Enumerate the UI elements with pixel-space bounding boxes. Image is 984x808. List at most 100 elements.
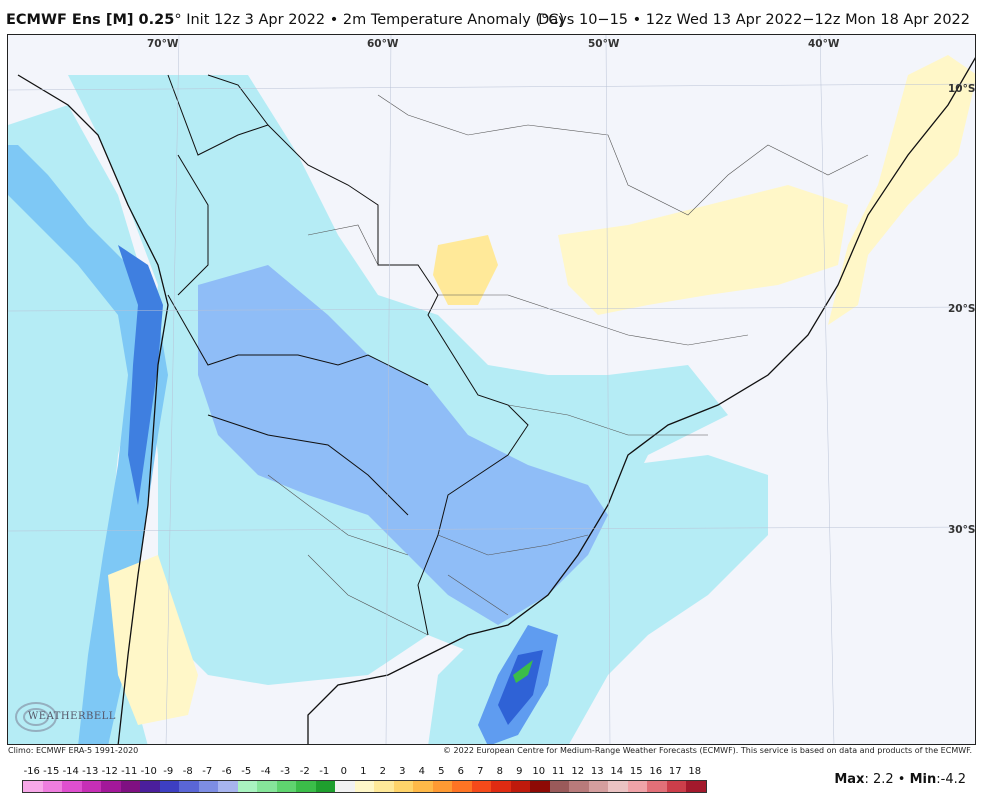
min-label: Min	[909, 772, 937, 787]
colorbar-swatch	[647, 781, 667, 792]
colorbar-swatch	[374, 781, 394, 792]
colorbar-tick-label: -15	[43, 766, 60, 777]
colorbar-tick-label: 13	[590, 766, 604, 777]
lon-label: 60°W	[367, 38, 399, 50]
warm-anomaly-interior	[558, 185, 848, 315]
colorbar-swatch	[315, 781, 335, 792]
colorbar-tick-label: -12	[101, 766, 118, 777]
ecmwf-copyright: © 2022 European Centre for Medium-Range …	[443, 746, 972, 755]
colorbar-tick-label: 17	[668, 766, 682, 777]
colorbar-swatch	[140, 781, 160, 792]
lon-label: 70°W	[147, 38, 179, 50]
stats-separator: •	[893, 772, 910, 787]
lat-label: 20°S	[948, 303, 976, 315]
colorbar-swatch	[393, 781, 413, 792]
colorbar-tick-label: 6	[457, 766, 464, 777]
colorbar-tick-label: -13	[82, 766, 99, 777]
coastline	[17, 57, 975, 744]
colorbar-swatch	[335, 781, 355, 792]
colorbar-swatch	[354, 781, 374, 792]
lon-label: 50°W	[588, 38, 620, 50]
colorbar-tick-label: 8	[496, 766, 503, 777]
negative-minimum-green	[513, 660, 533, 683]
colorbar-swatch	[627, 781, 647, 792]
colorbar-swatch	[81, 781, 101, 792]
colorbar-swatch	[588, 781, 608, 792]
colorbar-tick-label: -9	[163, 766, 174, 777]
colorbar-tick-label: 9	[516, 766, 523, 777]
colorbar-swatch	[491, 781, 511, 792]
colorbar-tick-label: 15	[629, 766, 643, 777]
colorbar-tick-label: -6	[221, 766, 232, 777]
colorbar-tick-label: 4	[418, 766, 425, 777]
model-name: ECMWF Ens [M] 0.25	[6, 12, 175, 28]
colorbar-swatch	[62, 781, 82, 792]
colorbar-swatch	[120, 781, 140, 792]
colorbar-tick-label: 18	[688, 766, 702, 777]
valid-period: Days 10−15 • 12z Wed 13 Apr 2022−12z Mon…	[538, 12, 970, 28]
graticule	[8, 35, 975, 744]
header: ECMWF Ens [M] 0.25° Init 12z 3 Apr 2022 …	[0, 0, 984, 34]
colorbar-tick-label: 7	[477, 766, 484, 777]
colorbar-tick-label: 16	[649, 766, 663, 777]
colorbar-swatch	[198, 781, 218, 792]
colorbar-tick-label: -1	[319, 766, 330, 777]
lat-label: 30°S	[948, 524, 976, 536]
colorbar-tick-label: -7	[202, 766, 213, 777]
max-label: Max	[834, 772, 865, 787]
chaco-anomaly-blue	[198, 265, 608, 625]
colorbar-tick-label: 14	[610, 766, 624, 777]
colorbar-swatch	[608, 781, 628, 792]
colorbar-swatch	[101, 781, 121, 792]
colorbar-tick-label: 3	[399, 766, 406, 777]
lat-label: 10°S	[948, 83, 976, 95]
init-and-variable: Init 12z 3 Apr 2022 • 2m Temperature Ano…	[181, 12, 565, 28]
argentina-shelf-dark	[498, 650, 543, 725]
colorbar-swatch	[549, 781, 569, 792]
colorbar-tick-label: 10	[532, 766, 546, 777]
colorbar-swatch	[510, 781, 530, 792]
colorbar-swatch	[432, 781, 452, 792]
warm-anomaly-central-brazil	[433, 235, 498, 305]
colorbar-swatch	[257, 781, 277, 792]
colorbar-swatch	[237, 781, 257, 792]
min-value: -4.2	[940, 772, 966, 787]
colorbar-tick-label: -2	[299, 766, 310, 777]
warm-anomaly-argentina	[108, 555, 198, 725]
colorbar-tick-label: 2	[379, 766, 386, 777]
logo-text: WEATHERBELL	[28, 711, 116, 722]
colorbar-tick-label: 12	[571, 766, 585, 777]
colorbar-swatch	[159, 781, 179, 792]
lon-label: 40°W	[808, 38, 840, 50]
colorbar-swatch	[276, 781, 296, 792]
degree-symbol: °	[174, 12, 182, 28]
colorbar-tick-label: -16	[23, 766, 40, 777]
colorbar-tick-label: 5	[438, 766, 445, 777]
colorbar-tick-label: 1	[360, 766, 367, 777]
max-value: 2.2	[872, 772, 894, 787]
colorbar-swatch	[296, 781, 316, 792]
climo-credit: Climo: ECMWF ERA-5 1991-2020	[8, 746, 139, 755]
colorbar-swatch	[471, 781, 491, 792]
colorbar-swatch	[569, 781, 589, 792]
colorbar-swatch	[179, 781, 199, 792]
colorbar-tick-label: -3	[280, 766, 291, 777]
colorbar-tick-label: -5	[241, 766, 252, 777]
colorbar-swatches	[22, 780, 707, 793]
colorbar-tick-label: -10	[140, 766, 157, 777]
colorbar-swatch	[666, 781, 686, 792]
colorbar-swatch	[413, 781, 433, 792]
colorbar-swatch	[23, 781, 43, 792]
colorbar-swatch	[218, 781, 238, 792]
colorbar-tick-label: -14	[62, 766, 79, 777]
state-borders	[267, 94, 869, 636]
colorbar-swatch	[686, 781, 706, 792]
colorbar-tick-label: 0	[340, 766, 347, 777]
warm-anomaly-coast	[828, 55, 975, 325]
andes-core-blue	[118, 245, 163, 505]
country-borders	[167, 74, 529, 636]
colorbar-tick-label: -11	[121, 766, 138, 777]
anomaly-map	[8, 35, 975, 744]
map-title: ECMWF Ens [M] 0.25° Init 12z 3 Apr 2022 …	[6, 12, 564, 28]
colorbar-swatch	[42, 781, 62, 792]
